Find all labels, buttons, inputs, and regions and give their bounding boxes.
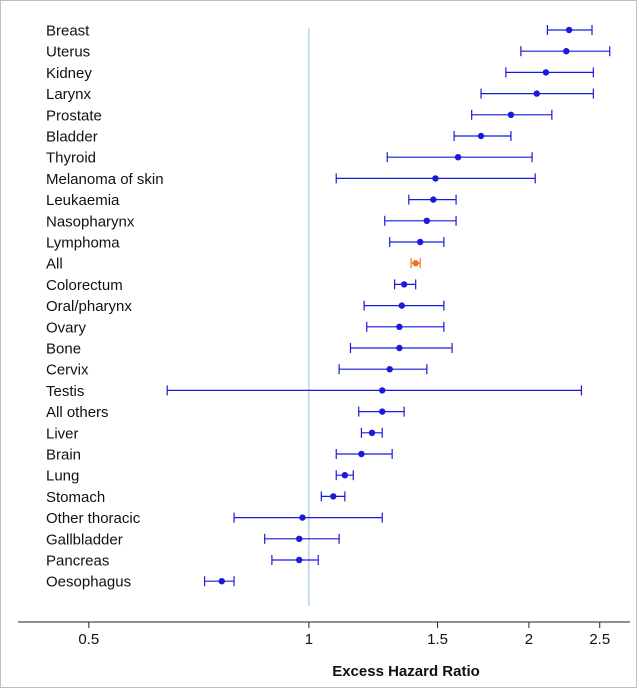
row-label: Brain <box>46 447 81 464</box>
row-prostate: Prostate <box>46 107 553 124</box>
point-estimate <box>296 556 303 564</box>
point-estimate <box>542 69 550 76</box>
point-estimate <box>563 48 570 55</box>
row-label: Lymphoma <box>46 235 120 252</box>
point-estimate <box>432 175 439 182</box>
point-estimate <box>341 472 349 479</box>
row-lung: Lung <box>46 468 354 485</box>
row-label: Kidney <box>46 65 92 82</box>
row-label: Thyroid <box>46 150 96 167</box>
point-estimate <box>565 26 573 34</box>
row-label: Uterus <box>46 44 90 61</box>
row-label: Larynx <box>46 86 92 103</box>
row-label: Lung <box>46 468 79 485</box>
row-testis: Testis <box>46 383 583 400</box>
row-label: Gallbladder <box>46 531 123 548</box>
row-all: All <box>46 256 421 273</box>
row-melanoma-of-skin: Melanoma of skin <box>46 171 536 188</box>
row-label: Breast <box>46 23 90 40</box>
row-kidney: Kidney <box>46 65 594 82</box>
row-nasopharynx: Nasopharynx <box>46 213 457 230</box>
row-bone: Bone <box>46 341 453 358</box>
row-all-others: All others <box>46 404 405 421</box>
x-tick-label: 2 <box>525 631 533 648</box>
point-estimate <box>379 408 386 415</box>
row-leukaemia: Leukaemia <box>46 192 457 209</box>
point-estimate <box>398 302 405 309</box>
row-label: All <box>46 256 63 273</box>
x-axis: 0.5 1 1.5 2 2.5 <box>18 621 630 648</box>
point-estimate <box>430 196 437 203</box>
row-label: Ovary <box>46 319 87 336</box>
row-label: Colorectum <box>46 277 123 294</box>
row-label: Bladder <box>46 129 98 146</box>
row-label: Melanoma of skin <box>46 171 164 188</box>
row-label: Oral/pharynx <box>46 298 132 315</box>
point-estimate <box>218 578 225 585</box>
point-estimate <box>358 450 365 458</box>
point-estimate <box>330 493 337 500</box>
row-label: Leukaemia <box>46 192 120 209</box>
row-pancreas: Pancreas <box>46 553 319 570</box>
point-estimate <box>412 260 419 267</box>
row-liver: Liver <box>46 425 383 442</box>
row-label: Bone <box>46 341 81 358</box>
row-label: Oesophagus <box>46 574 131 591</box>
row-label: Liver <box>46 425 79 442</box>
row-label: All others <box>46 404 109 421</box>
point-estimate <box>533 90 540 97</box>
x-axis-label: Excess Hazard Ratio <box>332 663 480 680</box>
row-oral-pharynx: Oral/pharynx <box>46 298 445 315</box>
row-label: Prostate <box>46 107 102 124</box>
point-estimate <box>368 429 376 436</box>
row-thyroid: Thyroid <box>46 150 533 167</box>
x-tick-label: 1.5 <box>427 631 448 648</box>
row-bladder: Bladder <box>46 129 512 146</box>
point-estimate <box>507 111 515 119</box>
row-oesophagus: Oesophagus <box>46 574 235 591</box>
row-label: Pancreas <box>46 553 109 570</box>
x-tick-label: 2.5 <box>589 631 610 648</box>
row-uterus: Uterus <box>46 44 611 61</box>
point-estimate <box>454 154 462 161</box>
row-label: Other thoracic <box>46 510 141 527</box>
point-estimate <box>416 238 424 246</box>
point-estimate <box>423 217 431 224</box>
row-ovary: Ovary <box>46 319 445 336</box>
row-larynx: Larynx <box>46 86 594 103</box>
row-label: Testis <box>46 383 84 400</box>
row-stomach: Stomach <box>46 489 346 506</box>
point-estimate <box>396 344 403 352</box>
row-cervix: Cervix <box>46 362 428 379</box>
rows-layer: Breast Uterus Kidney Larynx Prostate Bladder T… <box>46 23 611 591</box>
row-breast: Breast <box>46 23 593 40</box>
row-label: Stomach <box>46 489 105 506</box>
point-estimate <box>477 132 485 140</box>
row-gallbladder: Gallbladder <box>46 531 340 548</box>
point-estimate <box>299 514 306 521</box>
x-tick-label: 1 <box>305 631 313 648</box>
row-colorectum: Colorectum <box>46 277 417 294</box>
row-lymphoma: Lymphoma <box>46 235 445 252</box>
row-other-thoracic: Other thoracic <box>46 510 383 527</box>
point-estimate <box>400 281 408 288</box>
point-estimate <box>396 323 403 330</box>
row-label: Nasopharynx <box>46 213 135 230</box>
row-brain: Brain <box>46 447 393 464</box>
point-estimate <box>296 535 303 542</box>
x-tick-label: 0.5 <box>78 631 99 648</box>
point-estimate <box>386 366 393 373</box>
point-estimate <box>379 387 386 394</box>
row-label: Cervix <box>46 362 89 379</box>
